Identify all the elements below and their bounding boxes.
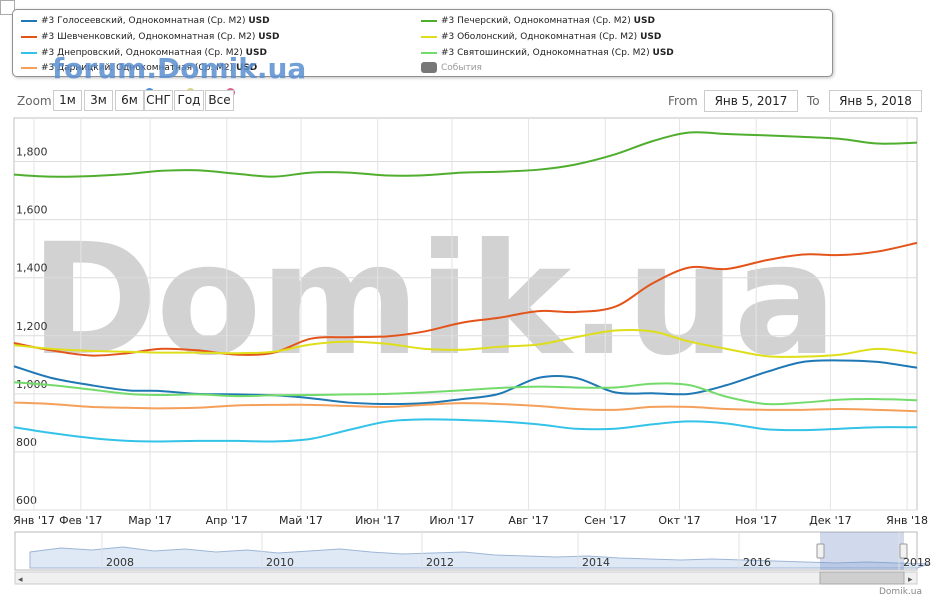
legend-unit-5: USD <box>640 32 662 42</box>
x-tick-label: Авг '17 <box>508 514 548 527</box>
events-swatch <box>421 62 437 73</box>
navigator-handle-right[interactable] <box>899 543 908 559</box>
legend-label-1: #3 Шевченковский, Однокомнатная (Ср. М2) <box>41 32 256 42</box>
scrollbar-track[interactable] <box>14 571 918 585</box>
legend-item-events[interactable]: События <box>421 62 482 73</box>
zoom-label: Zoom <box>17 94 52 108</box>
legend-label-5: #3 Оболонский, Однокомнатная (Ср. М2) <box>441 32 638 42</box>
legend-swatch-2 <box>21 51 37 54</box>
x-tick-label: Янв '17 <box>13 514 55 527</box>
series-line-5[interactable] <box>13 401 918 413</box>
y-tick-label: 1,200 <box>16 320 48 333</box>
legend-item-0[interactable]: #3 Голосеевский, Однокомнатная (Ср. М2) … <box>21 16 270 26</box>
legend-item-3[interactable]: #3 Дарницкий, Однокомнатная (Ср. М2) USD <box>21 63 257 73</box>
x-tick-label: Мар '17 <box>128 514 172 527</box>
legend-item-2[interactable]: #3 Днепровский, Однокомнатная (Ср. М2) U… <box>21 48 267 58</box>
series-line-4[interactable] <box>13 381 918 406</box>
legend-swatch-5 <box>421 35 437 38</box>
series-line-2[interactable] <box>13 328 918 358</box>
credit-link[interactable]: Domik.ua <box>879 587 922 597</box>
legend-label-4: #3 Печерский, Однокомнатная (Ср. М2) <box>441 16 631 26</box>
series-line-6[interactable] <box>13 418 918 443</box>
legend-label-0: #3 Голосеевский, Однокомнатная (Ср. М2) <box>41 16 246 26</box>
navigator-year-label: 2014 <box>582 556 610 569</box>
series-line-0[interactable] <box>13 131 918 178</box>
x-tick-label: Фев '17 <box>59 514 102 527</box>
legend-unit-4: USD <box>633 16 655 26</box>
scroll-left-arrow[interactable]: ◂ <box>18 575 23 585</box>
zoom-6m-button[interactable]: 6м <box>115 90 144 111</box>
range-selector: Zoom 1м 3м 6м СНГ Год Все From Янв 5, 20… <box>0 88 931 114</box>
legend-unit-2: USD <box>245 48 267 58</box>
zoom-1y-button[interactable]: Год <box>174 90 204 111</box>
y-tick-label: 1,400 <box>16 262 48 275</box>
zoom-1m-button[interactable]: 1м <box>53 90 82 111</box>
x-tick-label: Май '17 <box>279 514 323 527</box>
legend-label-2: #3 Днепровский, Однокомнатная (Ср. М2) <box>41 48 243 58</box>
legend-swatch-0 <box>21 19 37 22</box>
scrollbar-thumb[interactable] <box>819 571 905 585</box>
zoom-all-button[interactable]: Все <box>205 90 234 111</box>
legend-swatch-4 <box>421 19 437 22</box>
y-tick-label: 1,800 <box>16 146 48 159</box>
legend-label-3: #3 Дарницкий, Однокомнатная (Ср. М2) <box>41 63 234 73</box>
legend-label-6: #3 Святошинский, Однокомнатная (Ср. М2) <box>441 48 650 58</box>
legend-swatch-1 <box>21 35 37 38</box>
x-tick-label: Апр '17 <box>206 514 248 527</box>
y-tick-label: 600 <box>16 494 37 507</box>
legend-item-6[interactable]: #3 Святошинский, Однокомнатная (Ср. М2) … <box>421 48 674 58</box>
series-line-1[interactable] <box>13 241 918 357</box>
plot-area <box>13 117 918 511</box>
x-tick-label: Янв '18 <box>886 514 928 527</box>
zoom-ytd-button[interactable]: СНГ <box>144 90 173 111</box>
legend: #3 Голосеевский, Однокомнатная (Ср. М2) … <box>12 9 833 77</box>
navigator-selection[interactable] <box>820 532 904 570</box>
y-tick-label: 1,600 <box>16 204 48 217</box>
legend-item-5[interactable]: #3 Оболонский, Однокомнатная (Ср. М2) US… <box>421 32 661 42</box>
to-label: To <box>807 94 820 108</box>
navigator-series <box>29 546 930 569</box>
legend-unit-3: USD <box>235 63 258 73</box>
navigator-year-label: 2008 <box>106 556 134 569</box>
corner-control[interactable] <box>0 0 15 15</box>
y-tick-label: 800 <box>16 436 37 449</box>
zoom-3m-button[interactable]: 3м <box>84 90 113 111</box>
x-tick-label: Дек '17 <box>809 514 852 527</box>
x-tick-label: Окт '17 <box>658 514 700 527</box>
scroll-right-arrow[interactable]: ▸ <box>908 575 913 585</box>
legend-item-1[interactable]: #3 Шевченковский, Однокомнатная (Ср. М2)… <box>21 32 280 42</box>
legend-swatch-3 <box>21 66 37 69</box>
series-line-3[interactable] <box>13 359 918 406</box>
from-label: From <box>668 94 698 108</box>
legend-unit-0: USD <box>248 16 270 26</box>
legend-unit-1: USD <box>258 32 280 42</box>
navigator-handle-left[interactable] <box>816 543 825 559</box>
navigator-year-label: 2016 <box>743 556 771 569</box>
navigator-year-label: 2018 <box>903 556 931 569</box>
legend-events-label: События <box>441 63 482 73</box>
to-date-input[interactable]: Янв 5, 2018 <box>829 90 922 112</box>
from-date-input[interactable]: Янв 5, 2017 <box>704 90 798 112</box>
legend-unit-6: USD <box>652 48 674 58</box>
x-tick-label: Июл '17 <box>429 514 474 527</box>
x-tick-label: Ноя '17 <box>735 514 777 527</box>
x-tick-label: Сен '17 <box>584 514 626 527</box>
x-tick-label: Июн '17 <box>355 514 400 527</box>
legend-item-4[interactable]: #3 Печерский, Однокомнатная (Ср. М2) USD <box>421 16 655 26</box>
navigator-year-label: 2012 <box>426 556 454 569</box>
legend-swatch-6 <box>421 51 437 54</box>
navigator-year-label: 2010 <box>266 556 294 569</box>
